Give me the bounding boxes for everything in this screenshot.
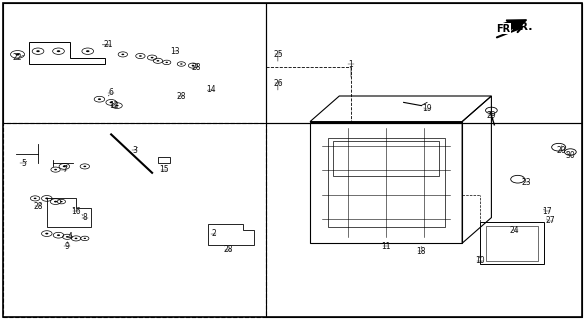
Circle shape	[75, 238, 77, 239]
Text: 28: 28	[223, 245, 233, 254]
Circle shape	[109, 101, 113, 103]
Text: 13: 13	[171, 47, 180, 56]
Circle shape	[151, 57, 153, 58]
Text: 17: 17	[542, 207, 552, 216]
Circle shape	[36, 50, 40, 52]
Text: 9: 9	[65, 242, 70, 251]
Text: 28: 28	[191, 63, 201, 72]
Text: 28: 28	[177, 92, 186, 100]
Text: 30: 30	[566, 151, 575, 160]
Circle shape	[66, 236, 68, 237]
Text: 16: 16	[71, 207, 81, 216]
Circle shape	[84, 238, 86, 239]
Circle shape	[139, 55, 142, 57]
Text: 23: 23	[522, 178, 531, 187]
Circle shape	[57, 50, 60, 52]
Text: 22: 22	[13, 53, 22, 62]
Circle shape	[98, 98, 101, 100]
Text: 7: 7	[62, 165, 67, 174]
FancyArrow shape	[497, 20, 526, 32]
Text: 24: 24	[510, 226, 519, 235]
Circle shape	[45, 233, 49, 235]
Circle shape	[180, 63, 183, 65]
Circle shape	[166, 62, 168, 63]
Text: 19: 19	[422, 104, 432, 113]
Text: 3: 3	[132, 146, 137, 155]
Circle shape	[122, 54, 124, 55]
Text: 8: 8	[82, 213, 87, 222]
Circle shape	[115, 105, 119, 107]
Text: 5: 5	[21, 159, 26, 168]
Text: 15: 15	[159, 165, 168, 174]
Circle shape	[63, 165, 66, 167]
Text: 2: 2	[211, 229, 216, 238]
Circle shape	[157, 60, 159, 61]
Text: 27: 27	[545, 216, 555, 225]
Circle shape	[192, 65, 194, 66]
Text: 29: 29	[487, 111, 496, 120]
Text: 20: 20	[557, 146, 566, 155]
Text: 1: 1	[349, 60, 353, 68]
Text: 4: 4	[68, 232, 73, 241]
Text: FR.: FR.	[512, 22, 532, 32]
Text: 18: 18	[417, 247, 426, 256]
Circle shape	[60, 201, 63, 202]
Text: 6: 6	[109, 88, 113, 97]
Text: 10: 10	[475, 256, 484, 265]
Circle shape	[57, 234, 60, 236]
Circle shape	[84, 166, 86, 167]
Circle shape	[54, 169, 57, 170]
Circle shape	[15, 53, 20, 56]
Circle shape	[54, 201, 57, 203]
Text: FR: FR	[496, 24, 510, 34]
Circle shape	[86, 50, 90, 52]
Text: 11: 11	[381, 242, 391, 251]
Circle shape	[34, 198, 36, 199]
Text: 25: 25	[273, 50, 283, 59]
Circle shape	[45, 197, 49, 199]
Text: 14: 14	[206, 85, 215, 94]
Text: 28: 28	[33, 202, 43, 211]
Text: 21: 21	[104, 40, 113, 49]
Text: 26: 26	[273, 79, 283, 88]
Text: 12: 12	[109, 101, 119, 110]
